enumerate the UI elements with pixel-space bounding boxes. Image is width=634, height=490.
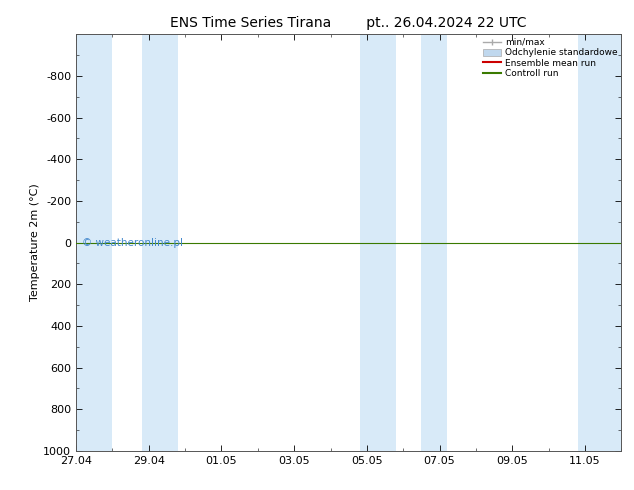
Bar <box>76 34 112 451</box>
Y-axis label: Temperature 2m (°C): Temperature 2m (°C) <box>30 184 41 301</box>
Title: ENS Time Series Tirana        pt.. 26.04.2024 22 UTC: ENS Time Series Tirana pt.. 26.04.2024 2… <box>171 16 527 30</box>
Bar <box>422 34 447 451</box>
Legend: min/max, Odchylenie standardowe, Ensemble mean run, Controll run: min/max, Odchylenie standardowe, Ensembl… <box>482 36 619 80</box>
Bar <box>359 34 396 451</box>
Bar <box>141 34 178 451</box>
Text: © weatheronline.pl: © weatheronline.pl <box>82 238 183 247</box>
Bar <box>578 34 621 451</box>
